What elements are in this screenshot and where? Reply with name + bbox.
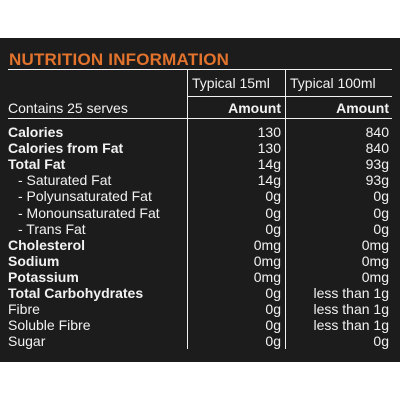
column-divider-left — [187, 69, 188, 349]
nutrient-value-15ml: 0mg — [253, 269, 281, 285]
nutrient-value-100ml: 0mg — [361, 237, 389, 253]
nutrient-value-15ml: 0g — [265, 301, 281, 317]
amount-label-100ml: Amount — [336, 100, 389, 116]
nutrition-title: NUTRITION INFORMATION — [9, 50, 230, 69]
nutrient-value-15ml: 130 — [257, 140, 281, 156]
nutrient-value-15ml: 0g — [265, 188, 281, 204]
nutrient-value-15ml: 0g — [265, 285, 281, 301]
nutrient-label: Total Carbohydrates — [8, 285, 144, 301]
nutrient-label: Potassium — [8, 269, 79, 285]
nutrient-value-100ml: 0mg — [361, 269, 389, 285]
nutrient-value-15ml: 14g — [257, 156, 281, 172]
nutrient-label: Soluble Fibre — [8, 317, 91, 333]
column-divider-right — [285, 69, 286, 349]
nutrient-label: - Saturated Fat — [18, 172, 112, 188]
nutrient-value-15ml: 0mg — [253, 237, 281, 253]
nutrient-value-15ml: 0g — [265, 205, 281, 221]
nutrient-value-15ml: 130 — [257, 124, 281, 140]
nutrient-value-100ml: 93g — [365, 172, 389, 188]
nutrient-value-100ml: 0g — [373, 205, 389, 221]
nutrient-label: Sugar — [8, 333, 46, 349]
nutrient-value-100ml: less than 1g — [313, 285, 390, 301]
header-rule — [8, 118, 392, 119]
nutrient-label: Cholesterol — [8, 237, 86, 253]
nutrient-value-100ml: 840 — [365, 124, 389, 140]
nutrient-label: Calories from Fat — [8, 140, 124, 156]
nutrient-label: - Monounsaturated Fat — [18, 205, 160, 221]
nutrient-value-100ml: less than 1g — [313, 317, 390, 333]
nutrient-value-15ml: 0g — [265, 221, 281, 237]
nutrient-value-100ml: 840 — [365, 140, 389, 156]
serves-label: Contains 25 serves — [8, 100, 128, 116]
nutrient-label: - Polyunsaturated Fat — [18, 188, 152, 204]
nutrient-value-100ml: 0mg — [361, 253, 389, 269]
nutrient-label: Calories — [8, 124, 64, 140]
nutrient-label: Fibre — [8, 301, 40, 317]
nutrient-value-15ml: 0g — [265, 333, 281, 349]
nutrient-value-100ml: less than 1g — [313, 301, 390, 317]
top-rule — [8, 69, 392, 70]
header-col-15ml: Typical 15ml — [192, 75, 270, 91]
nutrient-value-100ml: 0g — [373, 221, 389, 237]
nutrient-value-15ml: 0mg — [253, 253, 281, 269]
nutrient-label: Sodium — [8, 253, 60, 269]
nutrient-value-100ml: 0g — [373, 333, 389, 349]
nutrient-value-100ml: 93g — [365, 156, 389, 172]
nutrient-label: - Trans Fat — [18, 221, 86, 237]
header-col-100ml: Typical 100ml — [290, 75, 376, 91]
nutrient-value-100ml: 0g — [373, 188, 389, 204]
nutrition-panel: NUTRITION INFORMATION Typical 15ml Typic… — [0, 38, 400, 362]
amount-label-15ml: Amount — [228, 100, 281, 116]
nutrient-label: Total Fat — [8, 156, 66, 172]
amount-rule — [187, 96, 392, 97]
nutrient-value-15ml: 14g — [257, 172, 281, 188]
nutrient-value-15ml: 0g — [265, 317, 281, 333]
